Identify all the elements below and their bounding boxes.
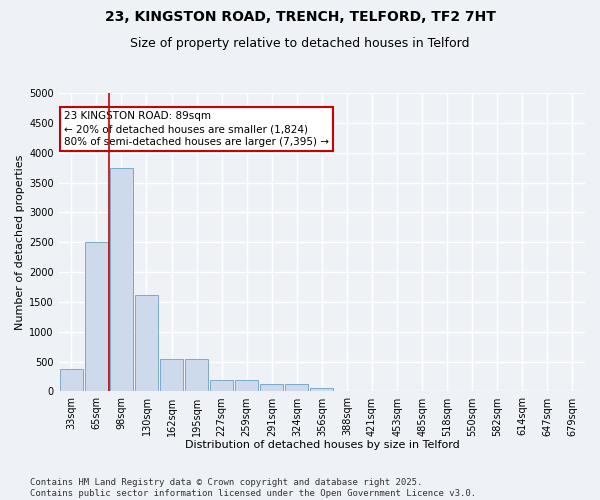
Bar [160, 358, 183, 392]
Bar [110, 168, 133, 392]
Text: Contains HM Land Registry data © Crown copyright and database right 2025.
Contai: Contains HM Land Registry data © Crown c… [30, 478, 476, 498]
Text: 23 KINGSTON ROAD: 89sqm
← 20% of detached houses are smaller (1,824)
80% of semi: 23 KINGSTON ROAD: 89sqm ← 20% of detache… [64, 111, 329, 148]
Bar [135, 295, 158, 392]
Text: Size of property relative to detached houses in Telford: Size of property relative to detached ho… [130, 38, 470, 51]
Y-axis label: Number of detached properties: Number of detached properties [15, 154, 25, 330]
X-axis label: Distribution of detached houses by size in Telford: Distribution of detached houses by size … [185, 440, 459, 450]
Bar [310, 388, 334, 392]
Bar [60, 369, 83, 392]
Bar [210, 380, 233, 392]
Bar [260, 384, 283, 392]
Bar [185, 358, 208, 392]
Bar [286, 384, 308, 392]
Bar [85, 242, 108, 392]
Bar [235, 380, 258, 392]
Text: 23, KINGSTON ROAD, TRENCH, TELFORD, TF2 7HT: 23, KINGSTON ROAD, TRENCH, TELFORD, TF2 … [104, 10, 496, 24]
